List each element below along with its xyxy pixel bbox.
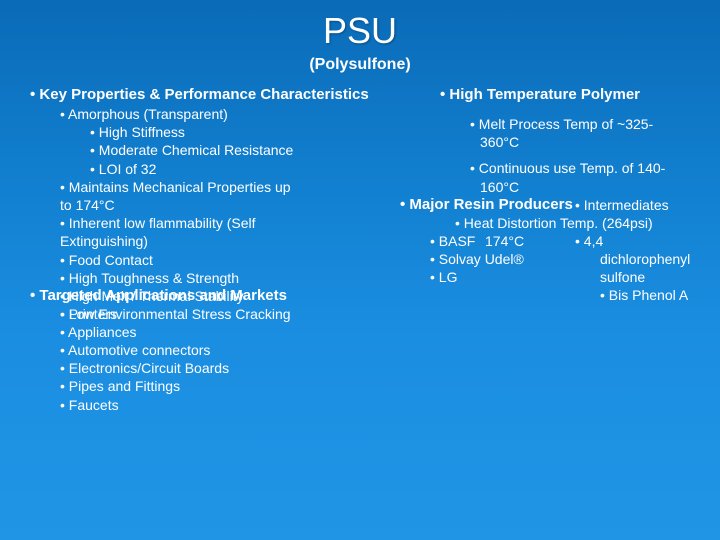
list-item: • Inherent low flammability (Self [20,214,400,232]
list-item: • Pipes and Fittings [20,377,400,395]
list-item: • 4,4 [575,232,603,250]
list-item: • Electronics/Circuit Boards [20,359,400,377]
heading-resin-producers: • Major Resin Producers [400,196,573,213]
page-subtitle: (Polysulfone) [0,56,720,74]
list-item: 160°C [400,178,710,196]
list-item: 360°C [400,133,710,151]
list-item: • Maintains Mechanical Properties up [20,178,400,196]
heading-key-properties: • Key Properties & Performance Character… [20,86,400,103]
list-item: • Faucets [20,396,400,414]
list-item: • Intermediates [575,196,669,214]
right-column: • High Temperature Polymer • Melt Proces… [400,86,710,304]
list-item: Extinguishing) [20,232,400,250]
list-item: • Appliances [20,323,400,341]
left-column: • Key Properties & Performance Character… [20,86,400,414]
list-item: • Amorphous (Transparent) [20,105,400,123]
list-item: • LOI of 32 [20,160,400,178]
content-area: • Key Properties & Performance Character… [0,86,720,526]
list-item: • Automotive connectors [20,341,400,359]
list-item: • BASF [430,232,475,250]
list-item: • Moderate Chemical Resistance [20,141,400,159]
list-item: sulfone [600,268,645,286]
list-item: • Low Environmental Stress Cracking [20,305,291,323]
heading-high-temp: • High Temperature Polymer [400,86,710,103]
list-item: • Food Contact [20,251,400,269]
list-item: • High Toughness & Strength [20,269,400,287]
page-title: PSU [0,0,720,52]
list-item: • Melt Process Temp of ~325- [400,115,710,133]
list-item: • Bis Phenol A [400,286,710,304]
list-item: • High Stiffness [20,123,400,141]
list-item: • High Melt / Thermal Stability [20,287,244,305]
list-item: • Continuous use Temp. of 140- [400,159,710,177]
list-item: • Solvay Udel® [430,250,524,268]
list-item: dichlorophenyl [600,250,690,268]
list-item: • Heat Distortion Temp. (264psi) [455,214,653,232]
list-item: • LG [430,268,457,286]
list-item: 174°C [485,232,524,250]
list-item: to 174°C [20,196,400,214]
